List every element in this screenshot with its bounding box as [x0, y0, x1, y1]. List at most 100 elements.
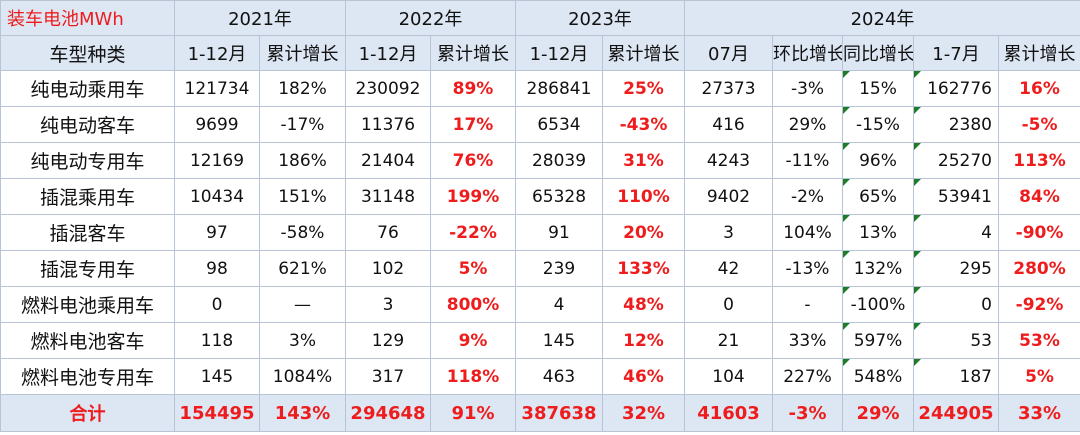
- table-cell: 317: [345, 358, 431, 395]
- year-2022: 2022年: [345, 0, 516, 36]
- row-category: 纯电动客车: [0, 106, 175, 143]
- col-header: 累计增长: [259, 35, 346, 71]
- table-cell: 182%: [259, 70, 346, 107]
- table-cell: -13%: [772, 250, 843, 287]
- col-header: 同比增长: [842, 35, 914, 71]
- col-header: 07月: [684, 35, 773, 71]
- table-cell: 145: [174, 358, 260, 395]
- table-cell: 5%: [997, 358, 1080, 395]
- table-cell: 20%: [602, 214, 685, 251]
- table-cell: 133%: [602, 250, 685, 287]
- row-category: 燃料电池专用车: [0, 358, 175, 395]
- total-row: 合计 154495 143% 294648 91% 387638 32% 416…: [0, 394, 1080, 432]
- year-2023: 2023年: [515, 0, 685, 36]
- col-header: 累计增长: [430, 35, 516, 71]
- table-cell: 0: [684, 286, 773, 323]
- table-cell: 0: [174, 286, 260, 323]
- total-cell: 244905: [913, 394, 999, 432]
- table-cell: 162776: [913, 70, 999, 107]
- table-cell: 548%: [842, 358, 914, 395]
- table-cell: 25%: [602, 70, 685, 107]
- table-cell: 227%: [772, 358, 843, 395]
- table-cell: 10434: [174, 178, 260, 215]
- sub-header-row: 车型种类 1-12月 累计增长 1-12月 累计增长 1-12月 累计增长 07…: [0, 35, 1080, 71]
- table-cell: 800%: [430, 286, 516, 323]
- total-cell: 294648: [345, 394, 431, 432]
- table-cell: 84%: [997, 178, 1080, 215]
- row-category: 插混专用车: [0, 250, 175, 287]
- table-cell: 11376: [345, 106, 431, 143]
- table-cell: 199%: [430, 178, 516, 215]
- row-category: 插混客车: [0, 214, 175, 251]
- year-header-row: 装车电池MWh 2021年 2022年 2023年 2024年: [0, 0, 1080, 36]
- table-cell: 104: [684, 358, 773, 395]
- table-cell: 239: [515, 250, 603, 287]
- table-cell: 53%: [997, 322, 1080, 359]
- table-cell: 53: [913, 322, 999, 359]
- table-body: 纯电动乘用车 121734 182% 230092 89% 286841 25% 27373-…: [0, 70, 1080, 395]
- table-cell: 121734: [174, 70, 260, 107]
- table-cell: 118: [174, 322, 260, 359]
- table-cell: 16%: [997, 70, 1080, 107]
- table-cell: 104%: [772, 214, 843, 251]
- table-row: 插混专用车 98 621% 102 5% 239 133% 42 -13% 132% 295 280%: [0, 250, 1080, 287]
- total-cell: 91%: [430, 394, 516, 432]
- table-cell: -100%: [842, 286, 914, 323]
- col-header: 1-7月: [913, 35, 999, 71]
- table-row: 燃料电池专用车 145 1084% 317 118% 463 46% 104 227% 548% 1…: [0, 358, 1080, 395]
- table-cell: 65%: [842, 178, 914, 215]
- table-cell: 286841: [515, 70, 603, 107]
- table-cell: 416: [684, 106, 773, 143]
- table-cell: 89%: [430, 70, 516, 107]
- table-cell: 110%: [602, 178, 685, 215]
- table-cell: 1084%: [259, 358, 346, 395]
- table-cell: 31%: [602, 142, 685, 179]
- table-cell: -11%: [772, 142, 843, 179]
- table-cell: 4: [515, 286, 603, 323]
- table-cell: 102: [345, 250, 431, 287]
- table-cell: 129: [345, 322, 431, 359]
- row-category: 纯电动专用车: [0, 142, 175, 179]
- total-cell: 32%: [602, 394, 685, 432]
- total-cell: 41603: [684, 394, 773, 432]
- row-category: 燃料电池客车: [0, 322, 175, 359]
- table-cell: 17%: [430, 106, 516, 143]
- table-cell: 3%: [259, 322, 346, 359]
- table-cell: 3: [345, 286, 431, 323]
- table-cell: 25270: [913, 142, 999, 179]
- year-2021: 2021年: [174, 0, 346, 36]
- table-cell: 4243: [684, 142, 773, 179]
- table-cell: 96%: [842, 142, 914, 179]
- table-row: 燃料电池乘用车 0—3 800% 4 48% 0- -100% 0 -92%: [0, 286, 1080, 323]
- table-cell: 12%: [602, 322, 685, 359]
- table-cell: 98: [174, 250, 260, 287]
- table-row: 插混客车 97 -58% 76 -22% 91 20% 3 104% 13% 4 -90%: [0, 214, 1080, 251]
- table-cell: 187: [913, 358, 999, 395]
- table-cell: 27373: [684, 70, 773, 107]
- total-cell: 154495: [174, 394, 260, 432]
- table-cell: -15%: [842, 106, 914, 143]
- table-cell: —: [259, 286, 346, 323]
- table-cell: -43%: [602, 106, 685, 143]
- table-cell: 463: [515, 358, 603, 395]
- table-cell: 118%: [430, 358, 516, 395]
- table-cell: -22%: [430, 214, 516, 251]
- table-cell: 145: [515, 322, 603, 359]
- table-row: 纯电动乘用车 121734 182% 230092 89% 286841 25% 27373-…: [0, 70, 1080, 107]
- row-category: 插混乘用车: [0, 178, 175, 215]
- table-cell: 91: [515, 214, 603, 251]
- table-cell: 295: [913, 250, 999, 287]
- table-title: 装车电池MWh: [0, 0, 175, 36]
- table-cell: 46%: [602, 358, 685, 395]
- table-cell: 230092: [345, 70, 431, 107]
- total-cell: 143%: [259, 394, 346, 432]
- table-cell: 53941: [913, 178, 999, 215]
- row-category: 燃料电池乘用车: [0, 286, 175, 323]
- table-cell: -58%: [259, 214, 346, 251]
- table-cell: 97: [174, 214, 260, 251]
- table-cell: 4: [913, 214, 999, 251]
- table-cell: 621%: [259, 250, 346, 287]
- table-cell: -92%: [997, 286, 1080, 323]
- table-cell: 21: [684, 322, 773, 359]
